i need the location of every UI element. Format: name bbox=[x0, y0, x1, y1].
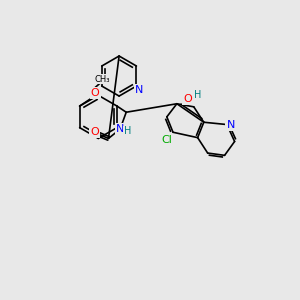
Text: N: N bbox=[226, 119, 235, 130]
Text: O: O bbox=[91, 88, 99, 98]
Text: O: O bbox=[183, 94, 192, 104]
Text: CH₃: CH₃ bbox=[95, 75, 110, 84]
Text: H: H bbox=[194, 90, 201, 100]
Text: N: N bbox=[135, 85, 144, 95]
Text: N: N bbox=[116, 124, 124, 134]
Text: H: H bbox=[124, 127, 131, 136]
Text: Cl: Cl bbox=[161, 135, 172, 145]
Text: O: O bbox=[90, 127, 99, 137]
